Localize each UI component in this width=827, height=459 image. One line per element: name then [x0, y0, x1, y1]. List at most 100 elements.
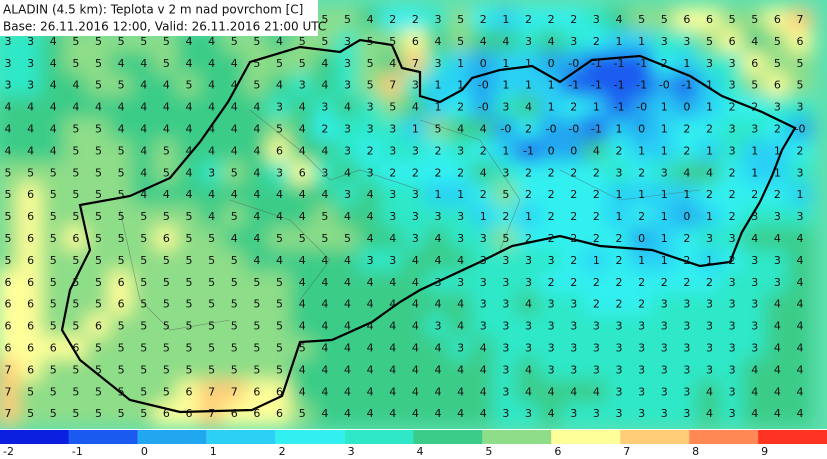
value-label: 2 — [593, 35, 600, 48]
value-label: 5 — [299, 57, 306, 70]
cell — [221, 314, 247, 339]
cell — [425, 248, 451, 273]
value-label: 6 — [5, 320, 12, 333]
value-label: 4 — [163, 79, 170, 92]
value-label: 5 — [231, 210, 238, 223]
value-label: 4 — [389, 57, 396, 70]
cell — [425, 336, 451, 361]
cell — [108, 161, 134, 186]
cell — [606, 358, 632, 383]
cell — [425, 161, 451, 186]
cell — [448, 227, 473, 251]
value-label: 4 — [367, 232, 374, 245]
cell — [289, 314, 315, 339]
cell — [493, 248, 519, 273]
value-label: 5 — [118, 385, 125, 398]
cell — [357, 227, 383, 251]
cell — [651, 270, 677, 295]
cell — [606, 183, 632, 208]
value-label: 4 — [50, 101, 57, 114]
cell — [267, 314, 292, 339]
cell — [629, 292, 654, 317]
cell — [629, 270, 654, 295]
value-label: 2 — [457, 101, 464, 114]
value-label: 4 — [797, 407, 804, 420]
value-label: 2 — [570, 13, 577, 26]
value-label: -1 — [591, 123, 602, 136]
cell — [18, 358, 43, 383]
value-label: 5 — [186, 210, 193, 223]
cell — [221, 227, 247, 251]
value-label: 5 — [321, 35, 328, 48]
value-label: -0 — [568, 57, 579, 70]
value-label: 4 — [344, 210, 351, 223]
cell — [63, 183, 89, 208]
value-label: 5 — [50, 276, 57, 289]
value-label: 7 — [5, 385, 12, 398]
value-label: 4 — [412, 407, 419, 420]
cell — [199, 95, 224, 120]
value-label: 3 — [729, 232, 736, 245]
cell — [18, 248, 43, 273]
value-label: 2 — [570, 166, 577, 179]
cell — [606, 402, 632, 427]
cell — [18, 227, 43, 251]
cell — [651, 117, 677, 142]
value-label: -0 — [568, 123, 579, 136]
cell — [176, 117, 202, 142]
cell — [40, 248, 66, 273]
value-label: 4 — [321, 144, 328, 157]
cell — [380, 51, 406, 76]
cell — [719, 183, 745, 208]
cell — [742, 29, 768, 54]
value-label: 2 — [525, 13, 532, 26]
value-label: 4 — [208, 35, 215, 48]
value-label: 3 — [729, 342, 736, 355]
cell — [493, 292, 519, 317]
cell — [403, 248, 428, 273]
cell — [0, 292, 21, 317]
cell — [86, 358, 111, 383]
cell — [516, 29, 541, 54]
value-label: 4 — [751, 385, 758, 398]
value-label: 0 — [570, 144, 577, 157]
value-label: 3 — [797, 210, 804, 223]
value-label: 5 — [95, 342, 102, 355]
cell — [131, 51, 157, 76]
cell — [584, 358, 609, 383]
cell — [448, 95, 473, 120]
cell — [425, 29, 451, 54]
cell — [651, 380, 677, 405]
cell — [18, 402, 43, 427]
value-label: 3 — [616, 363, 623, 376]
value-label: 3 — [751, 320, 758, 333]
value-label: 2 — [729, 254, 736, 267]
value-label: 4 — [434, 342, 441, 355]
cell — [40, 292, 66, 317]
value-label: 2 — [548, 166, 555, 179]
cell — [0, 51, 21, 76]
value-label: 5 — [457, 35, 464, 48]
value-label: 3 — [638, 320, 645, 333]
value-label: 4 — [797, 385, 804, 398]
value-label: 1 — [706, 210, 713, 223]
value-label: -1 — [591, 57, 602, 70]
cell — [538, 95, 564, 120]
value-label: 4 — [5, 101, 12, 114]
value-label: 4 — [344, 254, 351, 267]
value-label: 6 — [253, 407, 260, 420]
value-label: 6 — [5, 298, 12, 311]
value-label: 5 — [457, 13, 464, 26]
value-label: 2 — [729, 166, 736, 179]
cell — [606, 29, 632, 54]
value-label: 5 — [50, 298, 57, 311]
cell — [629, 380, 654, 405]
cell — [312, 380, 338, 405]
cell — [448, 139, 473, 164]
value-label: 4 — [412, 363, 419, 376]
cell — [154, 358, 179, 383]
cell — [312, 336, 338, 361]
cell — [742, 51, 768, 76]
value-label: 5 — [140, 385, 147, 398]
cell — [787, 8, 813, 32]
